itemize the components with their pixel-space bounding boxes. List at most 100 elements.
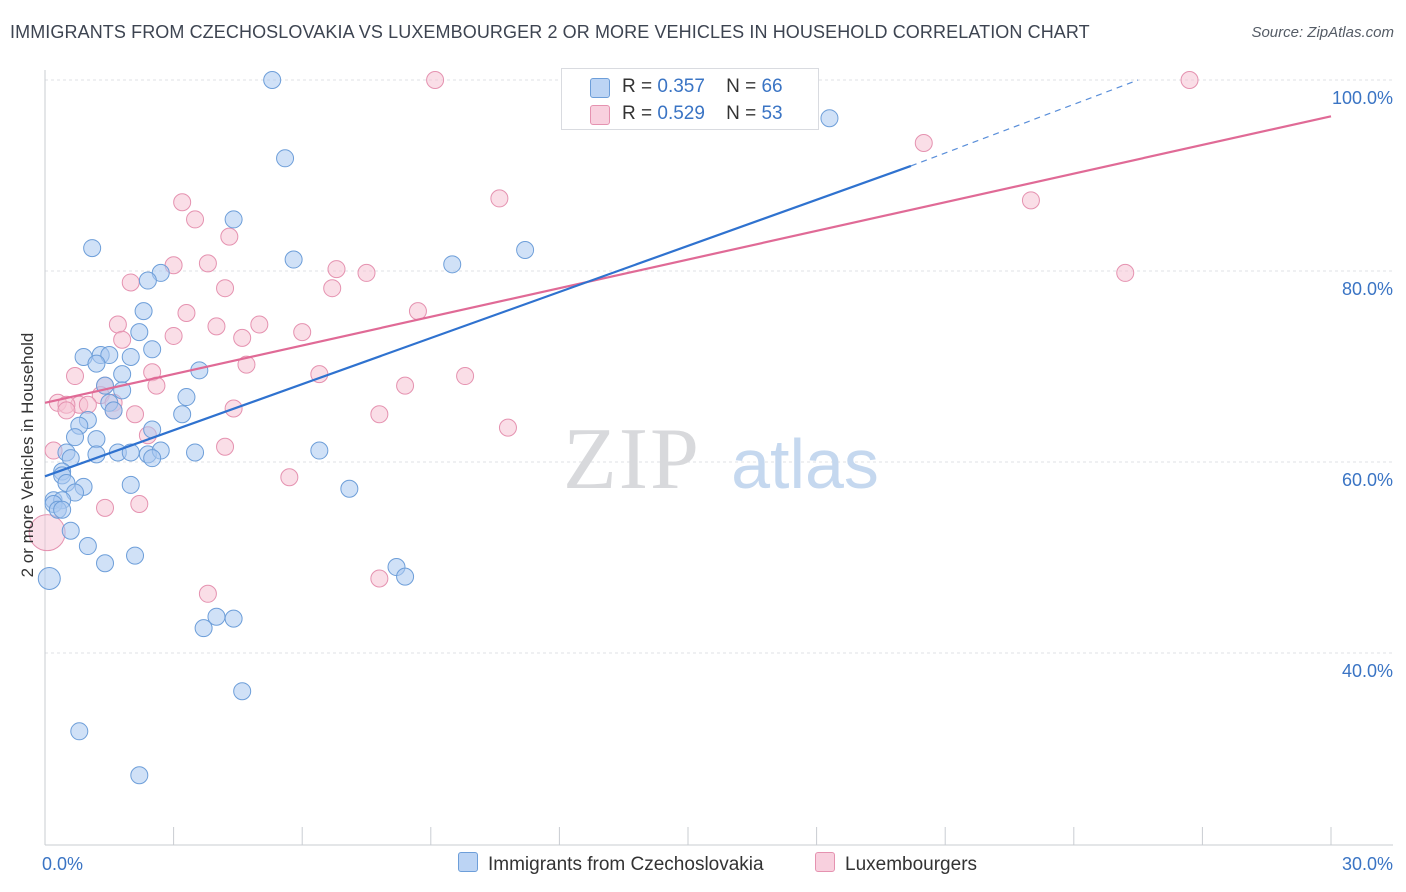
legend-r-label: R = — [622, 103, 653, 124]
point-luxembourgers-7 — [220, 227, 239, 246]
point-czechoslovakia-61 — [194, 619, 213, 638]
legend-swatch-blue — [590, 78, 610, 98]
legend-r-label: R = — [622, 76, 653, 97]
point-luxembourgers-22 — [164, 326, 183, 345]
point-czechoslovakia-16 — [121, 347, 140, 366]
point-luxembourgers-2 — [914, 134, 933, 153]
point-czechoslovakia-22 — [177, 388, 196, 407]
point-czechoslovakia-58 — [396, 567, 415, 586]
point-luxembourgers-6 — [186, 210, 205, 229]
point-luxembourgers-5 — [173, 193, 192, 212]
point-czechoslovakia-0 — [263, 71, 282, 89]
point-luxembourgers-20 — [250, 315, 269, 334]
point-czechoslovakia-46 — [340, 479, 359, 498]
point-czechoslovakia-56 — [96, 554, 115, 573]
point-luxembourgers-17 — [177, 304, 196, 323]
bottom-legend-swatch-pink — [815, 852, 835, 872]
bottom-legend-label-pink: Luxembourgers — [845, 854, 978, 875]
point-czechoslovakia-19 — [113, 365, 132, 384]
trend-line-luxembourgers — [44, 115, 1332, 404]
point-luxembourgers-12 — [1116, 263, 1135, 282]
point-czechoslovakia-29 — [66, 428, 85, 447]
point-luxembourgers-35 — [78, 395, 97, 414]
point-luxembourgers-24 — [113, 330, 132, 349]
point-luxembourgers-21 — [293, 323, 312, 342]
point-czechoslovakia-9 — [138, 271, 157, 290]
point-czechoslovakia-1 — [820, 109, 839, 128]
point-luxembourgers-52 — [198, 584, 217, 603]
watermark-zip: ZIP — [563, 411, 701, 508]
point-czechoslovakia-6 — [443, 255, 462, 274]
legend-n-label: N = — [726, 103, 757, 124]
point-luxembourgers-3 — [490, 189, 509, 208]
point-luxembourgers-42 — [126, 405, 145, 424]
point-czechoslovakia-2 — [276, 149, 295, 168]
point-luxembourgers-13 — [121, 273, 140, 292]
point-czechoslovakia-62 — [224, 609, 243, 628]
chart-title: IMMIGRANTS FROM CZECHOSLOVAKIA VS LUXEMB… — [10, 22, 1090, 42]
point-czechoslovakia-17 — [87, 354, 106, 373]
legend-r-value-blue: 0.357 — [657, 76, 705, 97]
point-luxembourgers-4 — [1021, 191, 1040, 210]
point-czechoslovakia-52 — [53, 500, 72, 519]
point-luxembourgers-49 — [130, 495, 149, 514]
point-czechoslovakia-55 — [126, 546, 145, 565]
tick-labels: 40.0% 60.0% 80.0% 100.0% 0.0% 30.0% — [42, 88, 1393, 874]
watermark: ZIP atlas — [563, 411, 879, 508]
point-czechoslovakia-15 — [100, 346, 119, 365]
point-luxembourgers-29 — [66, 367, 85, 386]
point-czechoslovakia-63 — [233, 682, 252, 701]
bottom-legend-swatch-blue — [458, 852, 478, 872]
point-czechoslovakia-54 — [78, 537, 97, 556]
point-czechoslovakia-12 — [143, 340, 162, 359]
stats-legend: R = 0.357 N = 66 R = 0.529 N = 53 — [561, 68, 819, 130]
point-czechoslovakia-5 — [284, 250, 303, 269]
bottom-legend-czechoslovakia: Immigrants from Czechoslovakia — [458, 852, 764, 876]
point-luxembourgers-32 — [396, 376, 415, 395]
point-czechoslovakia-10 — [134, 302, 153, 321]
legend-n-label: N = — [726, 76, 757, 97]
point-luxembourgers-1 — [1180, 71, 1199, 89]
point-luxembourgers-51 — [370, 569, 389, 588]
point-czechoslovakia-53 — [61, 521, 80, 540]
y-tick-label-100: 100.0% — [1332, 88, 1393, 108]
y-tick-label-60: 60.0% — [1342, 470, 1393, 490]
watermark-atlas: atlas — [731, 425, 879, 503]
point-czechoslovakia-30 — [87, 430, 106, 449]
bottom-legend-label-blue: Immigrants from Czechoslovakia — [488, 854, 764, 875]
point-luxembourgers-16 — [408, 302, 427, 321]
bottom-legend-luxembourgers: Luxembourgers — [815, 852, 977, 876]
point-czechoslovakia-59 — [37, 567, 61, 591]
point-czechoslovakia-7 — [516, 240, 535, 259]
point-luxembourgers-39 — [57, 401, 76, 420]
trend-line-czechoslovakia-extension — [910, 79, 1139, 167]
point-czechoslovakia-4 — [83, 239, 102, 258]
point-czechoslovakia-3 — [224, 210, 243, 229]
point-czechoslovakia-45 — [121, 475, 140, 494]
x-tick-label-min: 0.0% — [42, 854, 83, 874]
point-luxembourgers-15 — [323, 279, 342, 298]
point-czechoslovakia-11 — [130, 323, 149, 342]
y-tick-label-80: 80.0% — [1342, 279, 1393, 299]
point-luxembourgers-28 — [456, 367, 475, 386]
x-tick-label-max: 30.0% — [1342, 854, 1393, 874]
point-czechoslovakia-39 — [143, 449, 162, 468]
point-czechoslovakia-24 — [104, 401, 123, 420]
trend-line-czechoslovakia — [44, 164, 912, 478]
luxembourgers-points — [28, 71, 1199, 603]
legend-n-value-pink: 53 — [761, 103, 783, 124]
point-luxembourgers-18 — [108, 315, 127, 334]
y-tick-label-40: 40.0% — [1342, 661, 1393, 681]
point-czechoslovakia-64 — [70, 722, 89, 741]
point-czechoslovakia-65 — [130, 766, 149, 785]
point-luxembourgers-44 — [498, 418, 517, 437]
legend-n-value-blue: 66 — [761, 76, 783, 97]
point-luxembourgers-25 — [237, 355, 256, 374]
point-luxembourgers-19 — [207, 317, 226, 336]
czechoslovakia-points — [37, 71, 839, 785]
point-czechoslovakia-25 — [173, 405, 192, 424]
legend-swatch-pink — [590, 105, 610, 125]
source-label: Source: ZipAtlas.com — [1251, 24, 1394, 41]
point-luxembourgers-14 — [216, 279, 235, 298]
